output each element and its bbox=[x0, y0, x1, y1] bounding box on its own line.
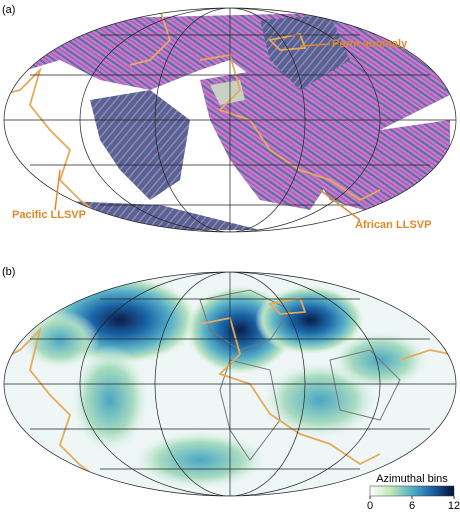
colorbar-tick-label: 0 bbox=[367, 500, 373, 512]
colorbar-tick-label: 12 bbox=[448, 500, 460, 512]
map-a bbox=[3, 7, 457, 233]
annotation: Pacific LLSVP bbox=[12, 209, 86, 221]
panel-label: (a) bbox=[2, 4, 15, 16]
colorbar-tick-label: 6 bbox=[409, 500, 415, 512]
annotation: African LLSVP bbox=[355, 219, 431, 231]
colorbar: Azimuthal bins 0 6 12 bbox=[367, 473, 460, 512]
panel-label: (b) bbox=[2, 266, 15, 278]
map-b bbox=[3, 271, 457, 497]
annotation: Perm anomaly bbox=[332, 38, 408, 50]
colorbar-title: Azimuthal bins bbox=[376, 473, 448, 485]
colorbar-ramp bbox=[369, 485, 455, 497]
